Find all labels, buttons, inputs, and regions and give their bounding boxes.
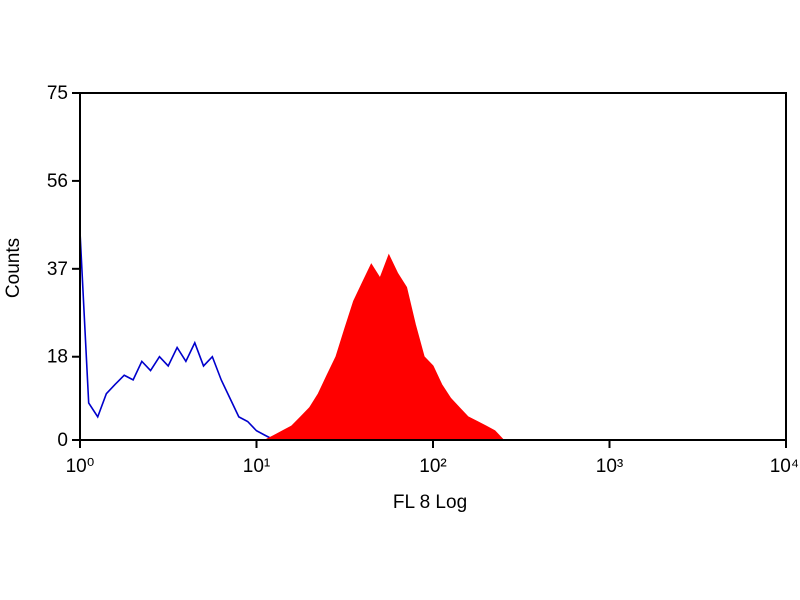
y-tick-label: 75	[47, 83, 68, 104]
x-tick-label: 10²	[419, 456, 446, 477]
y-axis-title: Counts	[3, 238, 24, 298]
y-tick-label: 18	[47, 347, 68, 368]
y-tick-label: 37	[47, 259, 68, 280]
x-axis-title: FL 8 Log	[393, 492, 467, 513]
x-tick-label: 10³	[596, 456, 623, 477]
x-tick-label: 10⁴	[770, 456, 799, 477]
histogram-area	[264, 253, 513, 441]
histogram-line	[79, 231, 275, 441]
y-tick-label: 0	[57, 430, 68, 451]
x-tick-label: 10¹	[243, 456, 270, 477]
y-tick-label: 56	[47, 171, 68, 192]
x-tick-label: 10⁰	[66, 456, 95, 477]
